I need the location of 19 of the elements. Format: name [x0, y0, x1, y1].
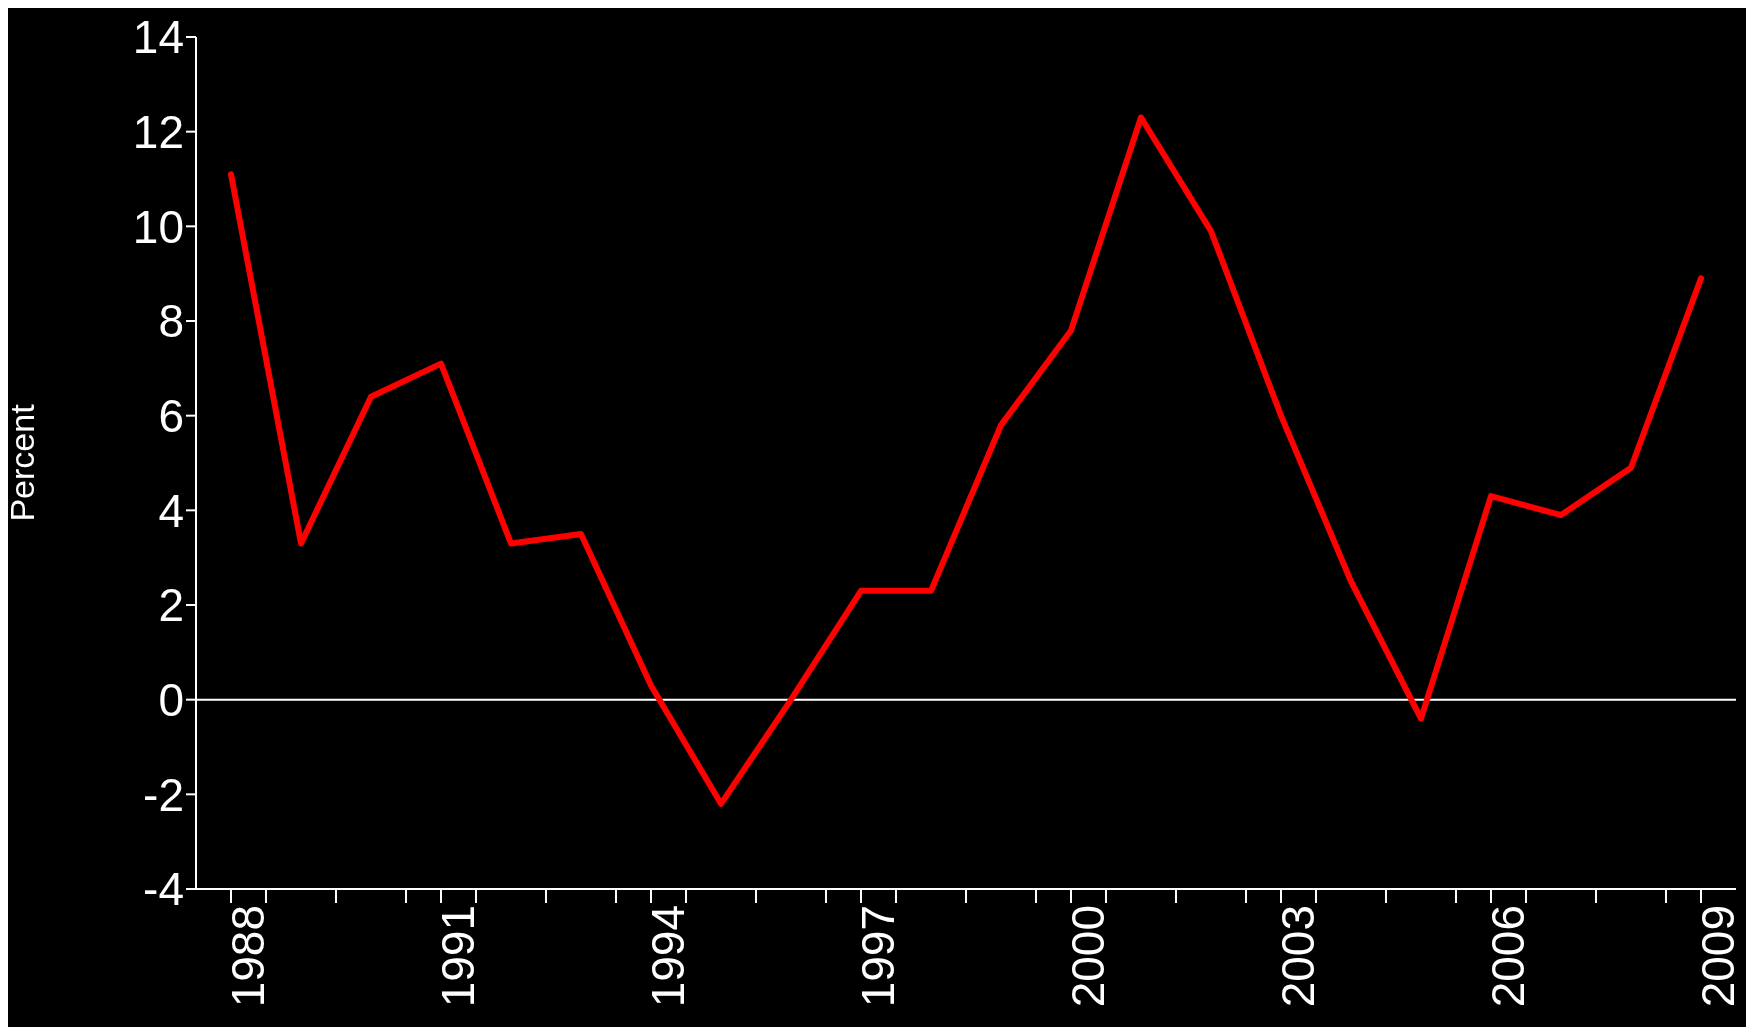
y-tick-label: 12 [132, 106, 184, 158]
x-tick-label: 1988 [221, 905, 274, 1008]
x-tick-label: 1991 [431, 905, 484, 1008]
y-axis-title: Percent [3, 403, 42, 522]
x-tick-label: 2009 [1691, 905, 1744, 1008]
x-tick-label: 2000 [1061, 905, 1114, 1008]
x-tick-label: 2003 [1271, 905, 1324, 1008]
x-tick-label: 2006 [1481, 905, 1534, 1008]
y-tick-label: 6 [158, 390, 184, 442]
y-tick-label: 10 [132, 200, 184, 253]
x-tick-label: 1994 [641, 905, 694, 1008]
y-tick-label: 8 [158, 295, 184, 348]
y-tick-label: -2 [143, 768, 184, 821]
x-tick-label: 1997 [851, 905, 904, 1008]
y-tick-label: -4 [143, 863, 184, 916]
y-tick-label: 2 [158, 579, 184, 632]
y-tick-label: 4 [158, 484, 184, 537]
y-tick-label: 14 [132, 11, 184, 64]
y-tick-label: 0 [158, 674, 184, 726]
